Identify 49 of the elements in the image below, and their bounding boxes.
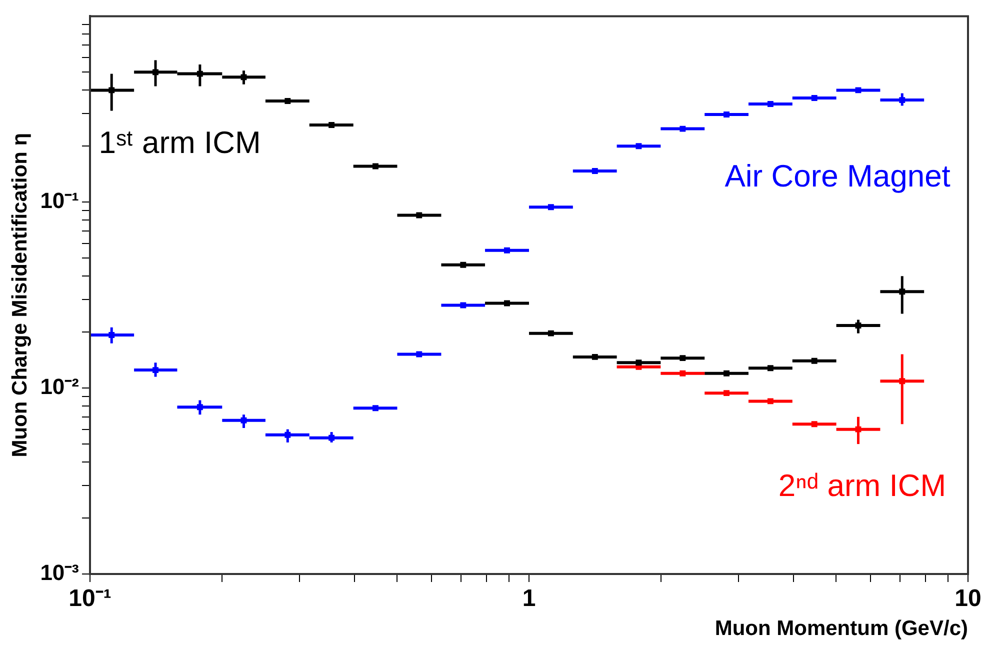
point <box>240 417 247 424</box>
x-axis-title: Muon Momentum (GeV/c) <box>714 617 968 640</box>
point <box>592 168 598 174</box>
point <box>196 70 203 77</box>
point <box>636 143 642 150</box>
x-tick-label: 1 <box>522 585 536 612</box>
series-label: 1ˢᵗ arm ICM <box>98 124 261 160</box>
point <box>811 95 818 102</box>
point <box>152 367 158 374</box>
point <box>460 262 466 268</box>
point <box>548 330 554 336</box>
point <box>284 98 291 104</box>
point <box>724 112 730 118</box>
point <box>284 432 291 438</box>
point <box>811 358 818 364</box>
point <box>855 322 862 328</box>
point <box>899 97 906 104</box>
point <box>504 300 510 306</box>
point <box>416 212 422 218</box>
point <box>767 365 774 372</box>
point <box>724 370 730 376</box>
point <box>899 288 906 295</box>
point <box>240 74 247 80</box>
point <box>108 332 115 338</box>
point <box>328 434 335 441</box>
point <box>504 247 510 254</box>
point <box>328 122 335 128</box>
point <box>196 404 203 410</box>
point <box>592 354 598 360</box>
y-tick-label: 10⁻³ <box>40 560 79 586</box>
series-label: Air Core Magnet <box>724 158 951 194</box>
point <box>372 163 378 170</box>
point <box>680 355 686 362</box>
point <box>767 101 774 108</box>
point <box>680 126 686 132</box>
y-axis-title: Muon Charge Misidentification η <box>8 132 32 458</box>
point <box>460 302 466 308</box>
point <box>636 360 642 366</box>
point <box>372 405 378 412</box>
x-tick-label: 10⁻¹ <box>68 585 112 612</box>
x-tick-label: 10 <box>954 585 982 612</box>
point <box>548 204 554 210</box>
point <box>108 87 115 94</box>
y-tick-label: 10⁻² <box>40 374 79 400</box>
y-tick-label: 10⁻¹ <box>40 188 79 214</box>
series-label: 2ⁿᵈ arm ICM <box>778 468 946 503</box>
point <box>855 87 862 94</box>
point <box>152 69 158 76</box>
point <box>416 351 422 358</box>
